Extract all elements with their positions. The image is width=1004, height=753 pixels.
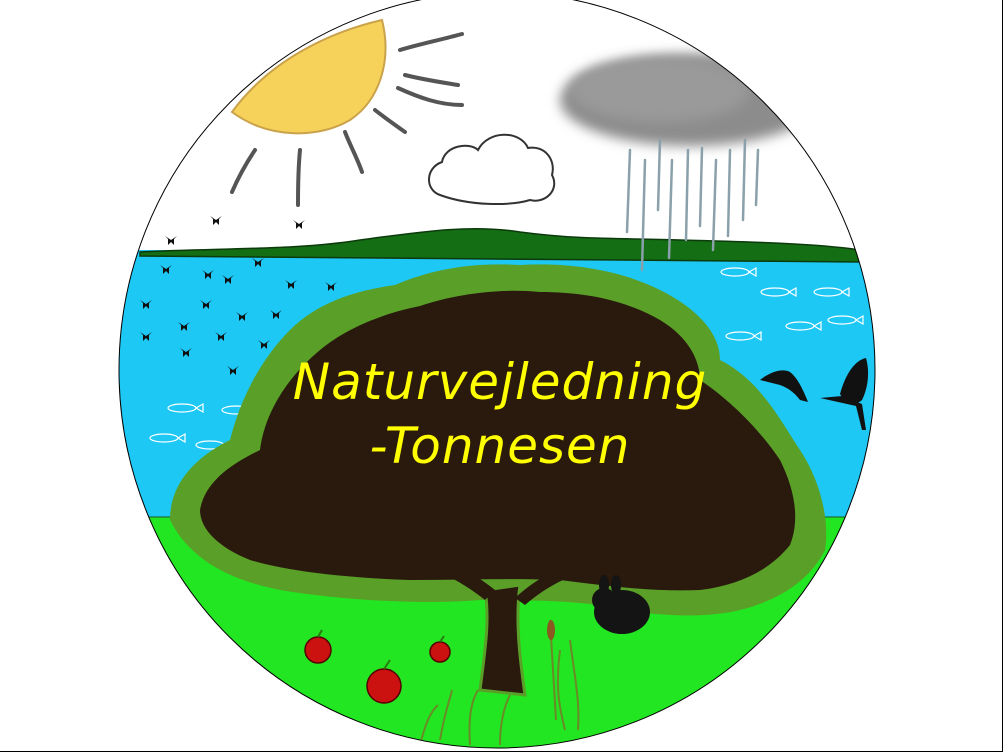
green-hill bbox=[139, 227, 861, 263]
logo-title-line2: -Tonnesen bbox=[369, 417, 631, 475]
cloud-icon bbox=[428, 133, 556, 205]
apple-tree-icon bbox=[170, 264, 827, 697]
logo-title: Naturvejledning -Tonnesen bbox=[0, 350, 1000, 478]
sun-icon bbox=[230, 18, 464, 207]
reed-icon bbox=[419, 619, 580, 746]
heron-icon bbox=[760, 358, 869, 430]
logo-circle-outline bbox=[119, 0, 875, 748]
logo-title-line1: Naturvejledning bbox=[292, 353, 708, 411]
rabbit-icon bbox=[592, 575, 650, 634]
apple-icon bbox=[304, 629, 451, 704]
